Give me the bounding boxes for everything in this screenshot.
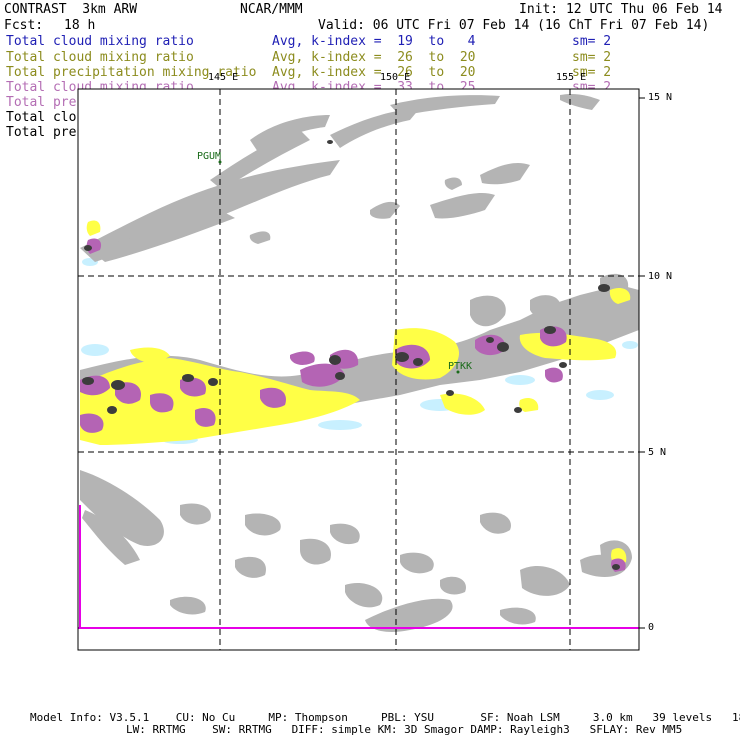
field-avg-range: Avg, k-index = 26 to 20 [272,50,476,65]
field-name: Total cloud mixing ratio [6,34,194,49]
lon-label-145e: 145 E [208,72,239,83]
ptkk-station-marker [456,370,460,374]
field-name: Total precipitation mixing ratio [6,65,257,80]
field-smoothing: sm= 2 [572,50,612,65]
valid-time: Valid: 06 UTC Fri 07 Feb 14 (16 ChT Fri … [318,18,710,33]
institution-title: NCAR/MMM [240,2,303,17]
dark-cloud-layer [82,140,620,570]
model-title: CONTRAST 3km ARW [4,2,138,17]
station-label-ptkk: PTKK [448,361,473,372]
lon-label-155e: 155 E [556,72,587,83]
model-info-line-1: Model Info: V3.5.1 CU: No Cu MP: Thompso… [30,711,740,724]
graticule [78,89,639,650]
lat-label-5n: 5 N [648,447,667,458]
station-label-pgum: PGUM [197,151,222,162]
pgum-station-marker [218,160,222,164]
lat-label-equator: 0 [648,622,655,633]
field-avg-range: Avg, k-index = 19 to 4 [272,34,476,49]
field-name: Total cloud mixing ratio [6,50,194,65]
forecast-label: Fcst: [4,18,44,33]
field-smoothing: sm= 2 [572,65,612,80]
field-avg-range: Avg, k-index = 26 to 20 [272,65,476,80]
map-frame [77,88,640,651]
forecast-hour: 18 h [64,18,96,33]
lon-label-150e: 150 E [380,72,411,83]
lat-label-15n: 15 N [648,92,673,103]
lat-label-10n: 10 N [648,271,673,282]
model-info-line-2: LW: RRTMG SW: RRTMG DIFF: simple KM: 3D … [126,723,683,736]
init-time: Init: 12 UTC Thu 06 Feb 14 [519,2,723,17]
field-smoothing: sm= 2 [572,34,612,49]
